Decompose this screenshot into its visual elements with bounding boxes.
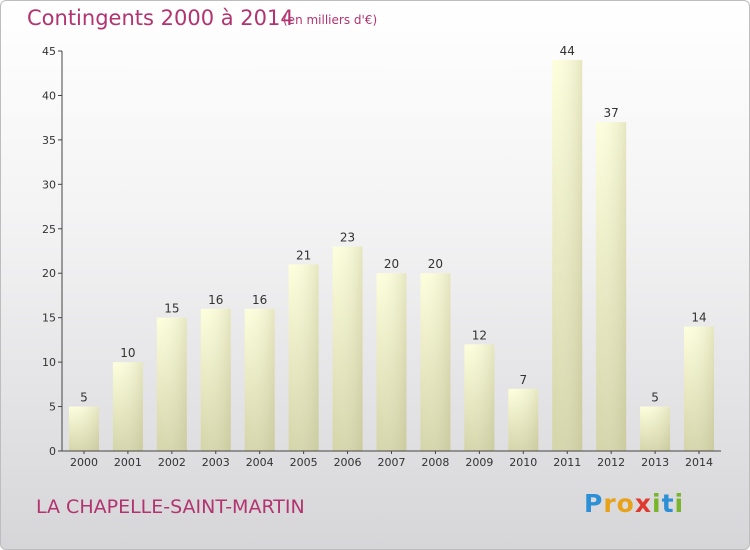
bar-shade-2013	[640, 406, 671, 451]
bar-shade-2000	[68, 406, 99, 451]
bar-shade-2006	[332, 246, 363, 451]
data-label-2010: 7	[519, 373, 527, 387]
y-tick-label-40: 40	[42, 89, 56, 102]
x-tick-label-2003: 2003	[202, 456, 230, 469]
proxiti-logo: Proxiti	[584, 489, 684, 518]
y-tick-label-15: 15	[42, 312, 56, 325]
x-tick-label-2007: 2007	[378, 456, 406, 469]
data-label-2011: 44	[560, 44, 575, 58]
bar-shade-2010	[508, 388, 539, 451]
data-label-2001: 10	[120, 346, 135, 360]
bar-shade-2005	[288, 264, 319, 451]
bar-shade-2011	[552, 59, 583, 452]
logo-letter: r	[603, 489, 617, 518]
y-tick-label-45: 45	[42, 45, 56, 58]
data-label-2009: 12	[472, 328, 487, 342]
commune-name: LA CHAPELLE-SAINT-MARTIN	[36, 496, 305, 518]
y-tick-label-30: 30	[42, 178, 56, 191]
data-label-2005: 21	[296, 248, 311, 262]
x-tick-label-2012: 2012	[597, 456, 625, 469]
y-tick-label-25: 25	[42, 223, 56, 236]
bar-shade-2004	[244, 308, 275, 451]
logo-letter: x	[634, 489, 652, 518]
data-label-2008: 20	[428, 257, 443, 271]
data-label-2014: 14	[691, 311, 706, 325]
bar-shade-2008	[420, 273, 451, 451]
bar-shade-2003	[200, 308, 231, 451]
x-tick-label-2011: 2011	[553, 456, 581, 469]
y-tick-label-10: 10	[42, 356, 56, 369]
x-tick-label-2006: 2006	[334, 456, 362, 469]
data-label-2003: 16	[208, 293, 223, 307]
bar-shade-2012	[596, 122, 627, 451]
chart-subtitle: (en milliers d'€)	[283, 13, 378, 27]
data-label-2013: 5	[651, 391, 659, 405]
data-label-2006: 23	[340, 231, 355, 245]
y-tick-label-5: 5	[49, 401, 56, 414]
logo-letter: i	[652, 489, 662, 518]
y-tick-label-0: 0	[49, 445, 56, 458]
x-tick-label-2001: 2001	[114, 456, 142, 469]
bar-shade-2014	[684, 326, 715, 451]
bar-shade-2007	[376, 273, 407, 451]
bar-shade-2002	[156, 317, 187, 451]
bar-shade-2009	[464, 344, 495, 451]
logo-letter: o	[616, 489, 635, 518]
data-label-2004: 16	[252, 293, 267, 307]
y-tick-label-35: 35	[42, 134, 56, 147]
data-label-2007: 20	[384, 257, 399, 271]
x-tick-label-2002: 2002	[158, 456, 186, 469]
data-label-2002: 15	[164, 302, 179, 316]
x-tick-label-2004: 2004	[246, 456, 274, 469]
y-tick-label-20: 20	[42, 267, 56, 280]
x-tick-label-2000: 2000	[70, 456, 98, 469]
x-tick-label-2013: 2013	[641, 456, 669, 469]
data-label-2000: 5	[80, 391, 88, 405]
x-tick-label-2014: 2014	[685, 456, 713, 469]
x-tick-label-2010: 2010	[509, 456, 537, 469]
x-tick-label-2009: 2009	[465, 456, 493, 469]
x-tick-label-2005: 2005	[290, 456, 318, 469]
logo-letter: P	[584, 489, 604, 518]
chart-title: Contingents 2000 à 2014	[27, 6, 294, 30]
logo-letter: i	[674, 489, 685, 518]
bar-shade-2001	[112, 362, 143, 451]
data-label-2012: 37	[604, 106, 619, 120]
logo-letter: t	[661, 489, 675, 518]
x-tick-label-2008: 2008	[421, 456, 449, 469]
